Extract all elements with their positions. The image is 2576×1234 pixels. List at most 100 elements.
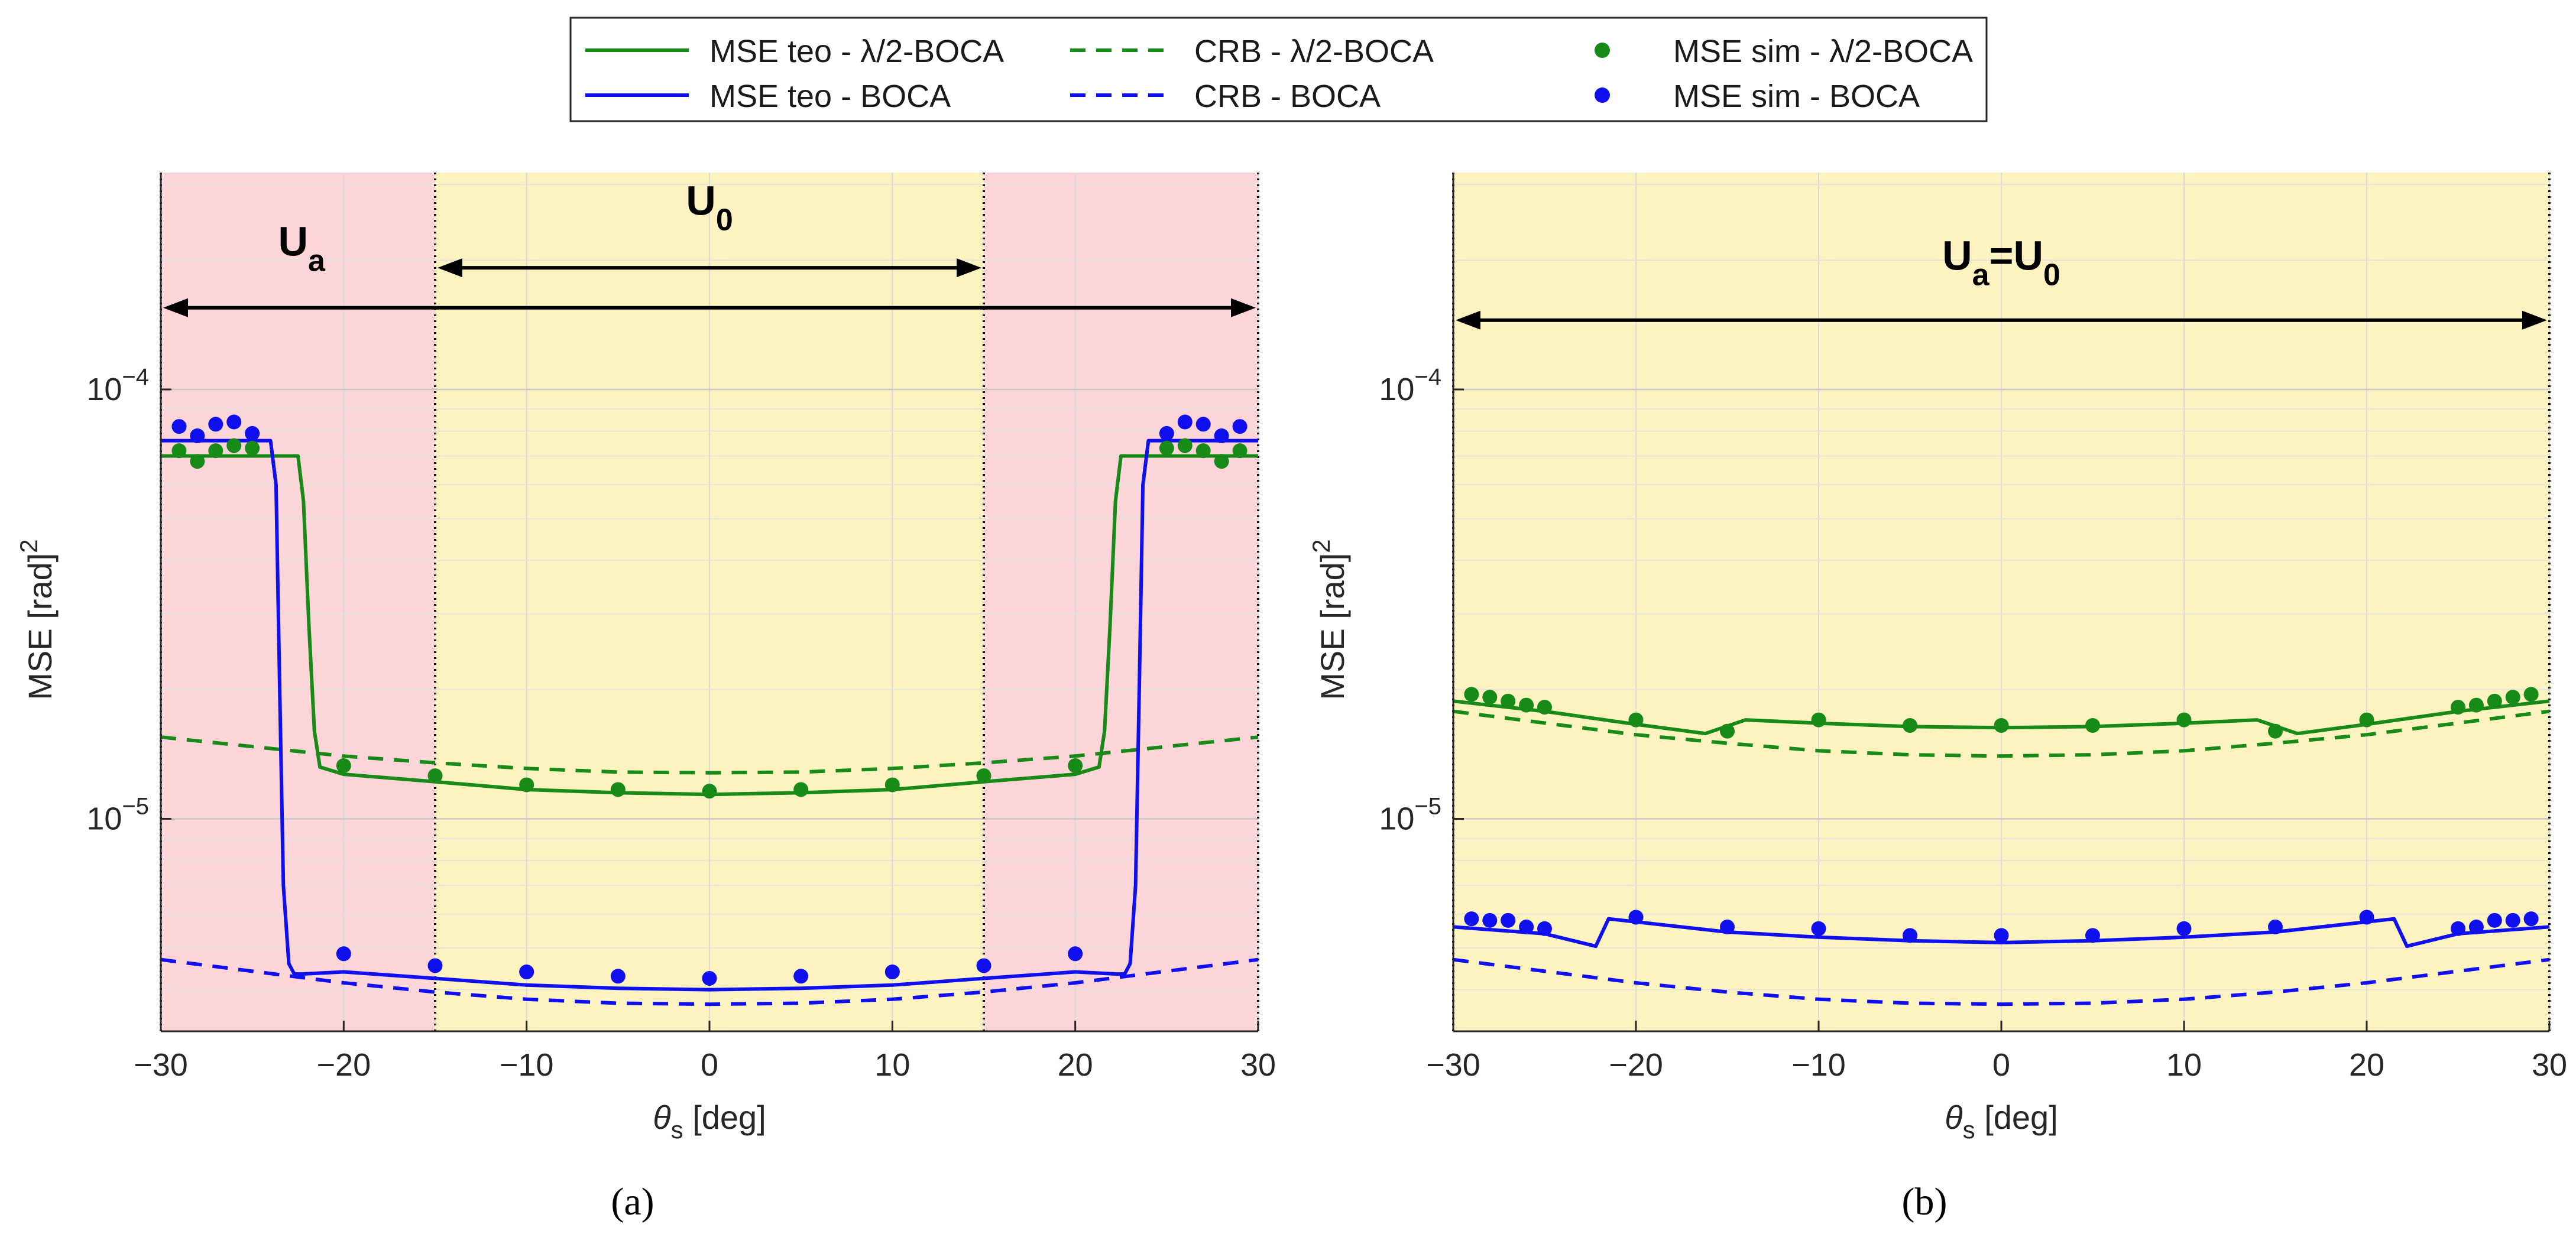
sim-point-5-7 xyxy=(1811,921,1826,936)
sim-point-5-15 xyxy=(1177,414,1193,430)
sim-point-5-8 xyxy=(1903,928,1917,943)
panel-label: (a) xyxy=(611,1180,654,1223)
sim-point-4-8 xyxy=(1903,717,1917,733)
arrowhead-right-0 xyxy=(2522,310,2547,330)
sim-point-5-8 xyxy=(610,969,626,984)
sim-point-4-10 xyxy=(2085,717,2100,733)
series-line-1 xyxy=(1453,957,2550,1006)
x-tick-label-2: −10 xyxy=(1791,1047,1846,1083)
x-axis-label: θs [deg] xyxy=(1945,1099,2058,1144)
sim-point-5-0 xyxy=(1464,911,1479,927)
y-tick-label-1: 10−4 xyxy=(86,364,149,407)
sim-point-4-12 xyxy=(2268,723,2283,739)
region-0 xyxy=(161,173,435,1031)
sim-point-5-17 xyxy=(2505,912,2520,928)
x-tick-label-0: −30 xyxy=(1426,1047,1480,1083)
x-tick-label-3: 0 xyxy=(1992,1047,2010,1083)
sim-point-4-3 xyxy=(226,438,242,453)
panel-a: Ua U0 −30 −20 −10 0 10 20 30 10−5 10−4 θs [deg] MSE … xyxy=(15,173,1276,1223)
sim-point-4-13 xyxy=(1068,758,1083,774)
sim-point-4-2 xyxy=(1501,693,1516,709)
sim-point-5-10 xyxy=(2085,928,2100,943)
sim-point-4-15 xyxy=(2468,697,2484,713)
sim-point-5-3 xyxy=(1519,919,1534,934)
sim-point-4-4 xyxy=(245,440,260,456)
sim-point-4-15 xyxy=(1177,438,1193,453)
legend-marker-5 xyxy=(1595,87,1610,103)
x-tick-label-0: −30 xyxy=(134,1047,188,1083)
legend-label-5: MSE sim - BOCA xyxy=(1673,79,1920,114)
sim-point-5-18 xyxy=(2523,911,2539,927)
x-tick-label-3: 0 xyxy=(701,1047,718,1083)
panel-b: Ua=U0 −30 −20 −10 0 10 20 30 10−5 10−4 θs [deg] MSE… xyxy=(1307,173,2567,1223)
x-axis-label: θs [deg] xyxy=(653,1099,766,1144)
y-tick-label-0: 10−5 xyxy=(1379,793,1441,836)
sim-point-5-10 xyxy=(793,969,809,984)
legend-label-3: CRB - BOCA xyxy=(1194,79,1381,114)
series-line-1 xyxy=(160,957,1259,1006)
sim-point-5-0 xyxy=(171,419,187,434)
legend-label-1: MSE teo - BOCA xyxy=(709,79,951,114)
sim-point-5-6 xyxy=(1720,919,1735,934)
sim-point-4-5 xyxy=(1628,712,1644,728)
sim-point-5-1 xyxy=(1482,912,1498,928)
sim-point-4-3 xyxy=(1519,697,1534,713)
sim-point-4-16 xyxy=(1195,443,1211,459)
sim-point-5-9 xyxy=(1994,928,2009,943)
sim-point-5-6 xyxy=(427,958,443,973)
sim-point-5-13 xyxy=(1068,946,1083,962)
series-line-0 xyxy=(1453,709,2550,758)
sim-point-5-15 xyxy=(2468,919,2484,934)
sim-point-4-12 xyxy=(976,768,991,784)
sim-point-5-11 xyxy=(2176,921,2192,936)
sim-point-4-5 xyxy=(336,758,351,774)
x-tick-label-1: −20 xyxy=(1609,1047,1663,1083)
sim-point-5-13 xyxy=(2359,910,2374,925)
legend-label-2: CRB - λ/2-BOCA xyxy=(1194,34,1434,69)
legend-label-4: MSE sim - λ/2-BOCA xyxy=(1673,34,1973,69)
x-tick-label-4: 10 xyxy=(874,1047,910,1083)
sim-point-5-14 xyxy=(2451,921,2465,936)
sim-point-4-6 xyxy=(1720,723,1735,739)
sim-point-4-7 xyxy=(1811,712,1826,728)
y-tick-label-1: 10−4 xyxy=(1379,364,1441,407)
sim-point-4-1 xyxy=(190,454,205,469)
sim-point-5-3 xyxy=(226,414,242,430)
arrowhead-right-1 xyxy=(957,258,981,278)
sim-point-4-4 xyxy=(1537,700,1552,715)
x-tick-label-4: 10 xyxy=(2166,1047,2202,1083)
arrowhead-left-0 xyxy=(1456,310,1480,330)
sim-point-5-17 xyxy=(1214,428,1229,443)
sim-point-4-1 xyxy=(1482,690,1498,705)
sim-point-4-9 xyxy=(1994,717,2009,733)
sim-point-4-6 xyxy=(427,768,443,784)
x-tick-label-5: 20 xyxy=(2349,1047,2384,1083)
sim-point-5-11 xyxy=(884,965,900,980)
arrowhead-right-0 xyxy=(1231,298,1256,317)
sim-point-5-14 xyxy=(1159,426,1174,441)
sim-point-5-5 xyxy=(336,946,351,962)
y-axis-label: MSE [rad]2 xyxy=(15,539,59,700)
sim-point-5-4 xyxy=(245,426,260,441)
legend: MSE teo - λ/2-BOCA MSE teo - BOCA CRB - λ/… xyxy=(569,17,1988,122)
y-axis-label: MSE [rad]2 xyxy=(1307,539,1351,700)
series-line-3 xyxy=(161,439,1258,992)
legend-marker-4 xyxy=(1595,43,1610,58)
arrowhead-left-1 xyxy=(438,258,462,278)
x-tick-label-5: 20 xyxy=(1058,1047,1093,1083)
sim-point-4-8 xyxy=(610,782,626,797)
sim-point-5-2 xyxy=(208,417,223,432)
sim-point-5-16 xyxy=(2487,912,2502,928)
sim-point-4-0 xyxy=(1464,687,1479,702)
sim-point-5-9 xyxy=(702,970,717,986)
sim-point-5-7 xyxy=(519,965,534,980)
sim-point-4-17 xyxy=(2505,690,2520,705)
region-2 xyxy=(984,173,1258,1031)
sim-point-4-16 xyxy=(2487,693,2502,709)
range-label-0: Ua=U0 xyxy=(1942,232,2060,292)
panel-label: (b) xyxy=(1902,1180,1948,1223)
x-tick-label-2: −10 xyxy=(500,1047,554,1083)
sim-point-4-11 xyxy=(2176,712,2192,728)
sim-point-4-7 xyxy=(519,777,534,793)
legend-label-0: MSE teo - λ/2-BOCA xyxy=(709,34,1004,69)
